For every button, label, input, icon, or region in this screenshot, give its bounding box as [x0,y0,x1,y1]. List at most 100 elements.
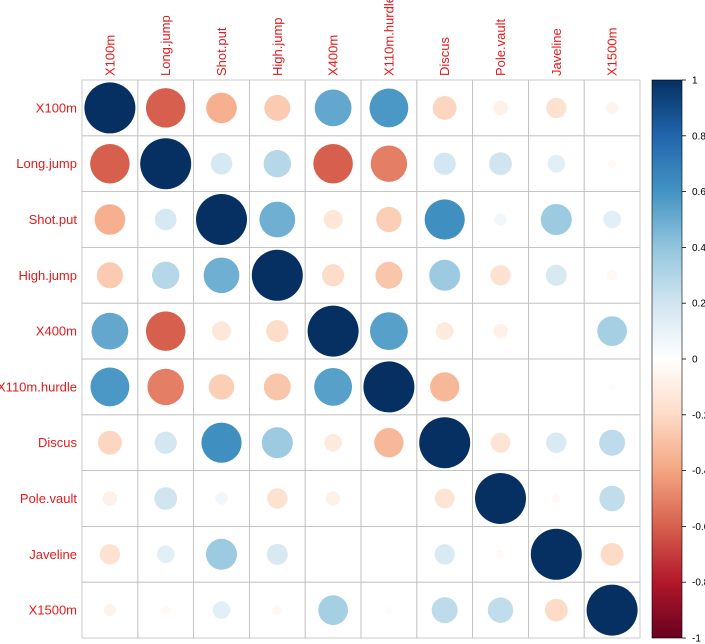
corr-circle-X110m.hurdle-Discus [430,372,460,402]
corr-circle-Discus-X400m [324,433,342,452]
corr-circle-Javeline-Shot.put [205,538,238,570]
corr-circle-Long.jump-Discus [433,152,456,175]
column-label: X110m.hurdle [381,0,396,76]
corr-circle-Javeline-High.jump [266,543,288,565]
corr-circle-X400m-High.jump [266,319,289,343]
column-label: Discus [437,36,452,76]
corr-circle-Pole.vault-X100m [102,491,118,506]
grid-cell [360,526,418,583]
column-label: X1500m [605,28,620,76]
grid-cell [528,358,585,416]
corr-circle-X110m.hurdle-X1500m [608,383,616,391]
corr-circle-Long.jump-X400m [313,143,353,184]
corr-circle-Discus-Javeline [546,432,567,453]
corr-circle-Javeline-Pole.vault [496,549,505,559]
column-label: X100m [102,35,117,76]
corr-circle-Pole.vault-Javeline [551,494,561,503]
corr-circle-X400m-X1500m [597,316,627,346]
corr-circle-Shot.put-Long.jump [154,208,177,231]
grid-cell [304,526,362,583]
row-label: High.jump [18,268,77,283]
corr-circle-Javeline-X1500m [600,542,624,566]
corr-circle-Javeline-X100m [99,544,121,565]
corr-circle-X1500m-X400m [318,595,348,625]
row-label: Shot.put [29,212,78,227]
corr-circle-Long.jump-Long.jump [140,138,192,190]
corr-circle-Shot.put-Discus [424,199,465,240]
row-label: Long.jump [16,156,77,171]
colorbar-tick-label: 0.6 [692,187,705,198]
corr-circle-High.jump-Long.jump [151,261,180,290]
corr-circle-Pole.vault-Shot.put [215,492,228,505]
corr-circle-X100m-X100m [84,82,136,134]
corr-circle-X400m-X100m [91,312,129,350]
corr-circle-Long.jump-X100m [90,143,130,184]
corr-circle-Shot.put-High.jump [259,201,296,238]
corr-circle-Shot.put-X400m [323,209,343,230]
row-label: X110m.hurdle [0,379,77,394]
colorbar-tick-label: -0.4 [692,466,705,477]
corr-circle-Long.jump-Javeline [547,154,566,173]
corr-circle-X400m-X400m [307,305,359,357]
corr-circle-X1500m-Pole.vault [487,597,514,623]
corr-circle-X110m.hurdle-Long.jump [147,368,184,406]
row-labels: X100m Long.jump Shot.put High.jump X400m X110… [0,100,77,617]
colorbar-tick-label: -0.2 [692,410,705,421]
corr-circle-High.jump-Javeline [545,264,567,286]
column-label: Long.jump [158,15,173,76]
corr-circle-Long.jump-X110m.hurdle [370,145,408,182]
corr-circle-Discus-X110m.hurdle [374,428,404,458]
corr-circle-X400m-Pole.vault [493,323,508,339]
colorbar-ticks: 1 0.8 0.6 0.4 0.2 0 -0.2 -0.4 -0.6 -0.8 -1 [682,76,705,644]
corr-circle-Discus-Shot.put [201,422,242,463]
colorbar [651,79,683,639]
corr-circle-X100m-X110m.hurdle [369,88,409,128]
column-labels: X100m Long.jump Shot.put High.jump X400m X110… [102,0,619,76]
corr-circle-X100m-Shot.put [206,92,237,124]
corr-circle-Discus-Pole.vault [490,432,511,453]
corr-circle-High.jump-X100m [96,262,123,289]
corr-circle-Long.jump-X1500m [607,159,617,169]
corr-circle-Discus-X1500m [599,429,626,456]
column-label: X400m [326,35,341,76]
corr-circle-X100m-Pole.vault [493,100,508,116]
colorbar-tick-label: 0.8 [692,131,705,142]
corr-circle-Long.jump-High.jump [263,149,292,178]
corr-circle-X1500m-Long.jump [161,605,171,615]
corr-circle-High.jump-Pole.vault [490,265,511,286]
corr-circle-Pole.vault-High.jump [267,488,288,509]
corr-circle-Shot.put-X110m.hurdle [376,206,402,233]
corr-circle-Pole.vault-X400m [325,491,341,506]
corr-circle-High.jump-X110m.hurdle [375,261,403,289]
corr-circle-X400m-Long.jump [145,311,186,351]
corr-circle-X400m-Discus [435,322,454,340]
corr-circle-Javeline-Javeline [530,528,582,580]
corr-circle-Discus-X100m [97,430,122,455]
corr-circle-X1500m-Javeline [544,598,568,622]
corr-circle-Shot.put-X100m [94,204,126,235]
colorbar-tick-label: 1 [692,76,698,87]
colorbar-tick-label: 0.4 [692,243,705,254]
grid-layer [81,79,641,639]
corr-circle-Shot.put-X1500m [603,210,621,229]
corr-circle-X1500m-X1500m [586,584,638,636]
corr-circle-Pole.vault-X1500m [599,485,625,512]
colorbar-tick-label: 0 [692,355,698,366]
colorbar-gradient [651,79,683,639]
corr-circle-X110m.hurdle-X110m.hurdle [363,361,415,413]
corr-circle-X110m.hurdle-X100m [90,367,130,407]
corr-circle-X100m-X400m [314,89,352,127]
corr-circle-X100m-Long.jump [145,88,186,128]
colorbar-tick-label: -0.8 [692,578,705,589]
corr-circle-X1500m-X100m [103,603,117,617]
corr-circle-High.jump-Discus [429,259,461,291]
corr-circle-Shot.put-Javeline [540,203,572,236]
corr-circle-Discus-Long.jump [154,431,177,454]
column-label: Javeline [549,28,564,76]
corr-circle-Pole.vault-Long.jump [154,487,178,510]
corr-circle-High.jump-Shot.put [203,257,240,294]
corr-circle-X110m.hurdle-Shot.put [208,374,235,400]
row-label: X1500m [29,603,77,618]
corr-circle-X100m-Discus [432,95,457,120]
